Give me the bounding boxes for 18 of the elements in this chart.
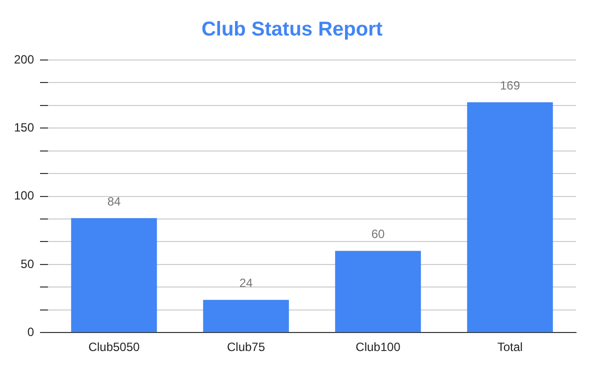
y-tick-label: 50: [20, 256, 34, 271]
data-label: 84: [107, 194, 122, 208]
x-tick-label: Total: [497, 340, 523, 354]
x-tick-label: Club75: [227, 340, 266, 354]
y-tick-label: 200: [14, 52, 34, 66]
bar: [467, 102, 553, 332]
x-tick-label: Club5050: [88, 340, 140, 354]
data-label: 169: [500, 78, 520, 93]
bar: [335, 250, 421, 332]
data-label: 24: [239, 276, 254, 290]
y-tick-label: 100: [14, 188, 34, 203]
bar: [71, 218, 157, 332]
bar: [203, 300, 289, 332]
y-tick-label: 0: [27, 324, 34, 339]
x-tick-label: Club100: [356, 340, 401, 354]
y-tick-label: 150: [14, 120, 34, 134]
data-label: 60: [371, 227, 385, 242]
chart-title: Club Status Report: [201, 18, 383, 41]
